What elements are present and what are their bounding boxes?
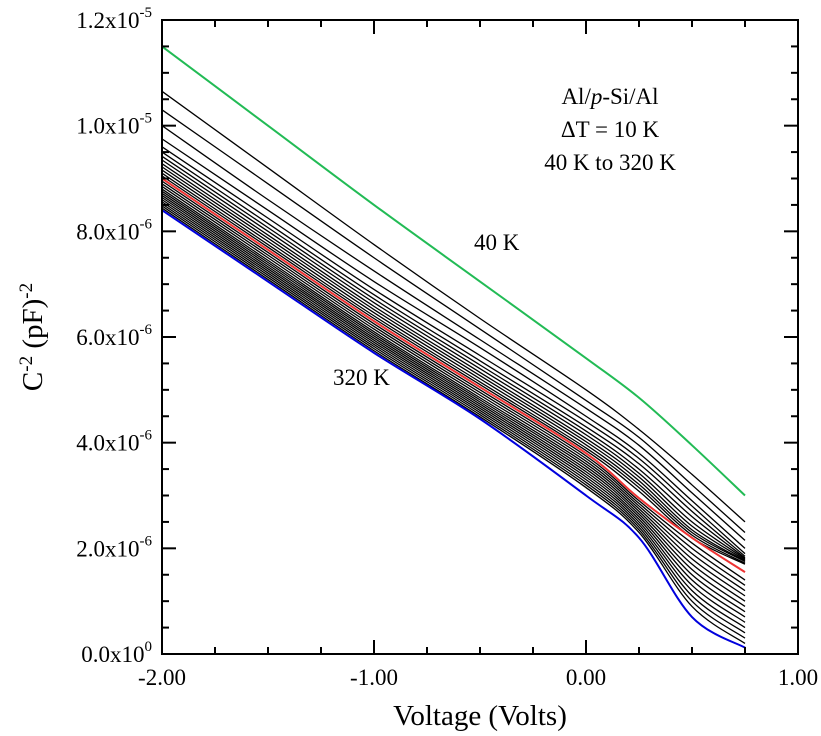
series-line-280k [161, 201, 746, 629]
y-tick-label: 0.0x100 [81, 639, 152, 667]
series-line-210k [161, 185, 746, 592]
plot-frame [161, 19, 799, 655]
series-line-60k [161, 109, 746, 533]
y-tick-label: 2.0x10-6 [76, 533, 152, 561]
series-line-160k [161, 172, 746, 564]
y-tick-label: 8.0x10-6 [76, 216, 152, 244]
label-320k: 320 K [333, 365, 390, 390]
series-line-150k [161, 169, 746, 563]
sample-annotation-italic: p [589, 84, 603, 109]
series-line-170k [161, 175, 746, 565]
series-line-320k [161, 209, 746, 649]
x-tick-label: 0.00 [566, 665, 606, 690]
x-tick-label: -2.00 [138, 665, 186, 690]
series-line-240k [161, 192, 746, 607]
delta-t-annotation: ΔT = 10 K [561, 117, 660, 142]
y-axis-title-unit: (pF) [17, 299, 49, 356]
series-line-260k [161, 196, 746, 618]
series-line-300k [161, 205, 746, 639]
series-line-90k [161, 146, 746, 555]
y-axis-title-base: C [17, 372, 49, 391]
series-layer [161, 45, 746, 649]
series-line-140k [161, 166, 746, 562]
sample-annotation: Al/p-Si/Al [561, 84, 658, 109]
series-line-40k [161, 45, 746, 497]
y-tick-label: 1.0x10-5 [76, 111, 152, 139]
labels-layer: -2.00 -1.00 0.00 1.00 0.0x100 2.0x10-6 4.0x10-… [76, 5, 818, 690]
sample-annotation-post: -Si/Al [602, 84, 658, 109]
ticks-layer [161, 19, 799, 655]
temperature-range-annotation: 40 K to 320 K [544, 150, 676, 175]
series-line-80k [161, 138, 746, 549]
y-tick-label: 6.0x10-6 [76, 322, 152, 350]
series-line-290k [161, 203, 746, 634]
series-line-50k [161, 90, 746, 523]
series-line-120k [161, 159, 746, 560]
series-line-130k [161, 163, 746, 561]
y-axis-title-exp2: -2 [16, 283, 37, 299]
label-40k: 40 K [474, 230, 520, 255]
x-tick-label: -1.00 [350, 665, 398, 690]
x-tick-label: 1.00 [778, 665, 818, 690]
x-axis-title: Voltage (Volts) [393, 700, 567, 732]
series-line-190k [161, 180, 746, 581]
series-line-70k [161, 125, 746, 541]
series-line-200k [161, 183, 746, 586]
series-line-100k [161, 151, 746, 557]
series-line-250k [161, 194, 746, 613]
y-axis-title-exp1: -2 [16, 356, 37, 372]
y-axis-title: C-2 (pF)-2 [16, 283, 50, 391]
series-line-270k [161, 199, 746, 623]
series-line-310k [161, 207, 746, 644]
series-line-180k [161, 177, 746, 573]
y-tick-label: 4.0x10-6 [76, 428, 152, 456]
series-line-220k [161, 188, 746, 597]
series-line-110k [161, 155, 746, 559]
series-line-230k [161, 190, 746, 602]
y-tick-label: 1.2x10-5 [76, 5, 152, 33]
sample-annotation-pre: Al/ [561, 84, 591, 109]
